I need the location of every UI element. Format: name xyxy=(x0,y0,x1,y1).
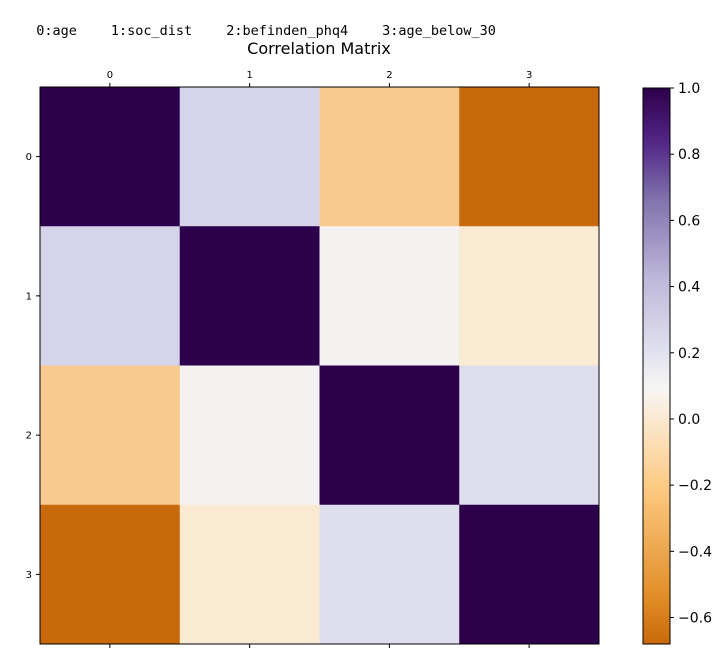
x-tick-label-3: 3 xyxy=(526,70,532,81)
heatmap-cell-0-1 xyxy=(179,87,320,227)
colorbar-tick-label-8: −0.6 xyxy=(678,611,712,627)
chart-title: Correlation Matrix xyxy=(247,39,391,58)
variable-label-1: 1:soc_dist xyxy=(110,23,193,39)
x-tick-label-1: 1 xyxy=(246,70,252,81)
variable-label-3: 3:age_below_30 xyxy=(382,23,496,39)
variable-label-0: 0:age xyxy=(36,23,77,39)
colorbar-tick-label-2: 0.6 xyxy=(678,213,700,229)
y-tick-label-0: 0 xyxy=(26,152,32,163)
heatmap-cell-3-3 xyxy=(459,504,600,645)
heatmap-cell-1-3 xyxy=(459,226,600,366)
y-tick-label-1: 1 xyxy=(26,291,32,302)
variable-legend: 0:age 1:soc_dist 2:befinden_phq4 3:age_belo… xyxy=(20,7,530,39)
colorbar-tick-label-4: 0.2 xyxy=(678,346,700,362)
heatmap-cell-3-1 xyxy=(179,504,320,645)
heatmap-cell-2-3 xyxy=(459,365,600,506)
heatmap-cell-0-0 xyxy=(40,87,181,227)
heatmap-cell-2-2 xyxy=(319,365,460,506)
heatmap-cell-2-0 xyxy=(40,365,181,506)
heatmap-cells xyxy=(40,87,600,645)
y-tick-label-2: 2 xyxy=(26,431,32,442)
heatmap-cell-2-1 xyxy=(179,365,320,506)
heatmap-cell-0-2 xyxy=(319,87,460,227)
heatmap-cell-3-2 xyxy=(319,504,460,645)
colorbar-tick-label-6: −0.2 xyxy=(678,478,712,494)
heatmap-cell-1-0 xyxy=(40,226,181,366)
colorbar xyxy=(642,87,671,645)
heatmap-cell-1-1 xyxy=(179,226,320,366)
y-ticks: 0 1 2 3 xyxy=(26,152,40,581)
y-tick-label-3: 3 xyxy=(26,570,32,581)
colorbar-tick-label-3: 0.4 xyxy=(678,280,700,296)
colorbar-tick-label-5: 0.0 xyxy=(678,412,700,428)
x-tick-label-0: 0 xyxy=(107,70,113,81)
colorbar-tick-label-7: −0.4 xyxy=(678,544,712,560)
heatmap-cell-0-3 xyxy=(459,87,600,227)
colorbar-ticks: 1.0 0.8 0.6 0.4 0.2 0.0 −0.2 −0.4 −0.6 xyxy=(670,81,712,627)
heatmap-cell-3-0 xyxy=(40,504,181,645)
colorbar-tick-label-0: 1.0 xyxy=(678,81,700,97)
x-tick-label-2: 2 xyxy=(386,70,392,81)
variable-label-2: 2:befinden_phq4 xyxy=(226,23,349,39)
plot-frame xyxy=(39,86,600,645)
x-ticks: 0 1 2 3 xyxy=(107,70,532,648)
heatmap-cell-1-2 xyxy=(319,226,460,366)
colorbar-tick-label-1: 0.8 xyxy=(678,147,700,163)
